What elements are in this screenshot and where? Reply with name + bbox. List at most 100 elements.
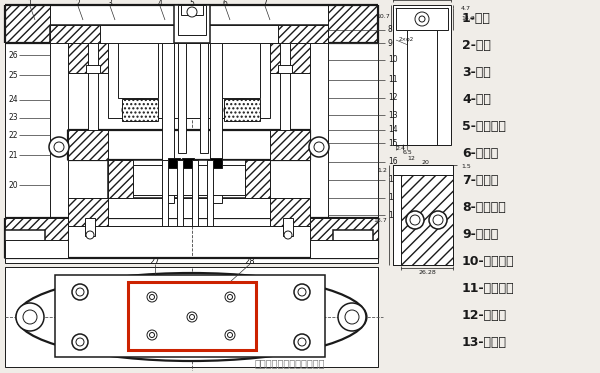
Text: 1: 1 (28, 0, 32, 7)
Bar (393, 5, 451, 145)
Circle shape (284, 231, 292, 239)
Text: 28: 28 (245, 257, 256, 266)
Text: 22: 22 (8, 131, 18, 140)
Circle shape (227, 332, 233, 338)
Text: 1.2: 1.2 (377, 169, 387, 173)
Text: 3-推板: 3-推板 (462, 66, 491, 79)
Circle shape (86, 231, 94, 239)
Text: 20: 20 (421, 160, 429, 166)
Text: 18.7: 18.7 (373, 219, 387, 223)
Text: 13: 13 (388, 110, 398, 119)
Text: 12: 12 (388, 94, 398, 103)
Bar (108, 43, 270, 118)
Text: 14: 14 (388, 125, 398, 135)
Circle shape (72, 284, 88, 300)
Bar (68, 198, 108, 226)
Bar (178, 43, 186, 153)
Bar (177, 160, 183, 226)
Text: 1.5: 1.5 (461, 164, 471, 169)
Bar (50, 43, 68, 258)
Text: 27: 27 (149, 257, 160, 266)
Bar (407, 30, 437, 145)
Bar (220, 43, 260, 98)
Bar (128, 282, 256, 350)
Text: 2-模柄: 2-模柄 (462, 39, 491, 52)
Text: 14.2: 14.2 (461, 16, 475, 22)
Circle shape (149, 332, 155, 338)
Text: 26: 26 (8, 50, 18, 60)
Text: 16: 16 (388, 157, 398, 166)
Circle shape (187, 7, 197, 17)
Ellipse shape (17, 273, 367, 361)
Bar (200, 43, 208, 153)
Circle shape (147, 330, 157, 340)
Text: 10-带肩顶杆: 10-带肩顶杆 (462, 255, 515, 268)
Circle shape (415, 12, 429, 26)
Text: 知乎（西金海模具设计课堂: 知乎（西金海模具设计课堂 (255, 358, 325, 368)
Text: 6-凸凹模: 6-凸凹模 (462, 147, 498, 160)
Text: 2: 2 (76, 0, 80, 7)
Bar (278, 25, 328, 43)
Bar (50, 25, 328, 43)
Text: 6: 6 (223, 0, 227, 7)
Text: 4.7: 4.7 (461, 6, 471, 10)
Bar (5, 267, 378, 367)
Text: 25: 25 (8, 70, 18, 79)
Bar (328, 5, 378, 43)
Bar (174, 5, 210, 43)
Circle shape (187, 312, 197, 322)
Text: 8: 8 (388, 25, 393, 34)
Bar (393, 165, 453, 175)
Circle shape (225, 292, 235, 302)
Circle shape (345, 310, 359, 324)
Bar (396, 8, 448, 30)
Circle shape (338, 303, 366, 331)
Bar (50, 5, 328, 25)
Bar (88, 43, 98, 138)
Circle shape (72, 334, 88, 350)
Bar (108, 160, 270, 198)
Bar (178, 5, 206, 35)
Circle shape (149, 295, 155, 300)
Text: 23.3: 23.3 (393, 166, 407, 170)
Text: 19: 19 (388, 210, 398, 219)
Ellipse shape (122, 99, 158, 121)
Circle shape (429, 211, 447, 229)
Text: 4-推杆: 4-推杆 (462, 93, 491, 106)
Text: 3: 3 (107, 0, 112, 7)
Bar (5, 5, 378, 263)
Bar (118, 43, 158, 98)
Bar (283, 218, 293, 236)
Circle shape (227, 295, 233, 300)
Bar (133, 165, 245, 195)
Bar (68, 198, 310, 226)
Bar (162, 160, 168, 226)
Text: 11: 11 (388, 75, 398, 85)
Text: 9: 9 (388, 38, 393, 47)
Bar (68, 130, 310, 160)
Bar (85, 218, 95, 236)
Circle shape (294, 334, 310, 350)
Bar (68, 43, 108, 73)
Bar (108, 198, 270, 226)
Circle shape (16, 303, 44, 331)
Bar (182, 158, 194, 168)
Text: 15: 15 (388, 138, 398, 147)
Bar (280, 43, 290, 138)
Text: 7-卸料板: 7-卸料板 (462, 174, 499, 187)
Bar (108, 160, 133, 198)
Bar (245, 160, 270, 198)
Circle shape (49, 137, 69, 157)
Bar (168, 158, 180, 168)
Circle shape (309, 137, 329, 157)
Bar (5, 5, 378, 43)
Bar (68, 43, 310, 73)
Bar (5, 218, 378, 258)
Bar (310, 240, 378, 258)
Bar (393, 175, 401, 265)
Text: 7: 7 (263, 0, 268, 7)
Text: 8-落料凹模: 8-落料凹模 (462, 201, 506, 214)
Text: 18: 18 (388, 194, 398, 203)
Circle shape (23, 310, 37, 324)
Bar (310, 43, 328, 258)
